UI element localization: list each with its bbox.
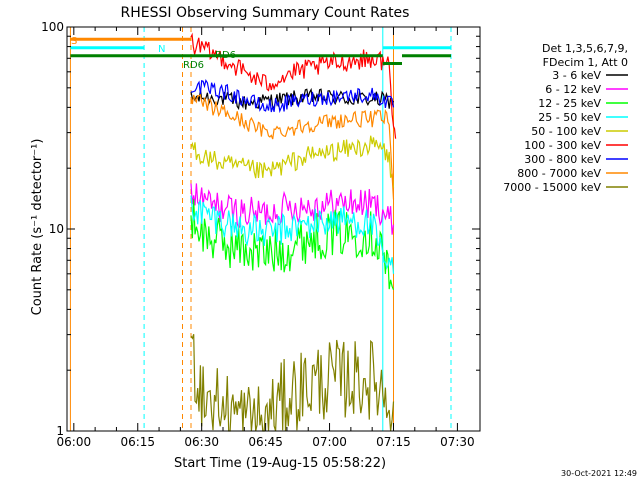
legend-label: 7000 - 15000 keV <box>503 181 601 194</box>
x-tick-label: 07:00 <box>312 435 347 449</box>
y-axis-label: Count Rate (s⁻¹ detector⁻¹) <box>30 139 45 316</box>
legend-header: Det 1,3,5,6,7,9, <box>542 42 628 55</box>
legend-header: FDecim 1, Att 0 <box>543 56 628 69</box>
series-line <box>190 135 395 188</box>
series-line <box>190 334 395 432</box>
legend-label: 12 - 25 keV <box>538 97 601 110</box>
legend-label: 6 - 12 keV <box>545 83 601 96</box>
x-axis-label: Start Time (19-Aug-15 05:58:22) <box>174 456 386 471</box>
flag-label: RD6 <box>183 60 204 71</box>
flag-label: N <box>158 44 165 55</box>
series-line <box>190 79 395 114</box>
y-tick-label: 100 <box>41 20 64 34</box>
legend-label: 300 - 800 keV <box>524 153 601 166</box>
x-tick-label: 06:15 <box>120 435 155 449</box>
series-line <box>190 94 395 200</box>
legend-label: 800 - 7000 keV <box>517 167 601 180</box>
legend-label: 100 - 300 keV <box>524 139 601 152</box>
y-tick-label: 1 <box>56 424 64 438</box>
footer-date: 30-Oct-2021 12:49 <box>561 469 637 478</box>
y-tick-label: 10 <box>49 222 64 236</box>
legend-label: 25 - 50 keV <box>538 111 601 124</box>
chart-title: RHESSI Observing Summary Count Rates <box>121 5 410 21</box>
x-tick-label: 07:15 <box>376 435 411 449</box>
flag-label: S <box>71 36 77 47</box>
legend: Det 1,3,5,6,7,9,FDecim 1, Att 03 - 6 keV… <box>503 42 628 194</box>
legend-label: 3 - 6 keV <box>552 69 601 82</box>
x-tick-label: 06:00 <box>57 435 92 449</box>
x-tick-label: 06:45 <box>248 435 283 449</box>
x-tick-label: 06:30 <box>184 435 219 449</box>
flag-label: RD6 <box>215 50 236 61</box>
x-tick-label: 07:30 <box>440 435 475 449</box>
plot-area: S N RD6 RD6 06:00 06:15 06:30 06:45 07:00 07:15 07… <box>41 20 481 449</box>
legend-label: 50 - 100 keV <box>531 125 601 138</box>
series-line <box>190 195 395 274</box>
